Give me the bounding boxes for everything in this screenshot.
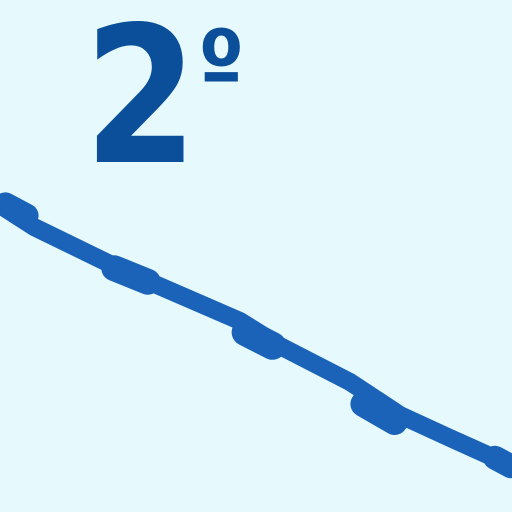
slope-step-segment bbox=[483, 445, 512, 479]
slope-step-segment bbox=[0, 192, 39, 228]
slope-angle-label: 2 º bbox=[84, 2, 252, 192]
slope-step-segment bbox=[350, 391, 408, 435]
slope-step-segment bbox=[101, 255, 161, 295]
degree-symbol: º bbox=[198, 10, 245, 122]
slope-step-segment bbox=[231, 318, 287, 360]
slope-angle-value: 2 bbox=[84, 0, 198, 207]
